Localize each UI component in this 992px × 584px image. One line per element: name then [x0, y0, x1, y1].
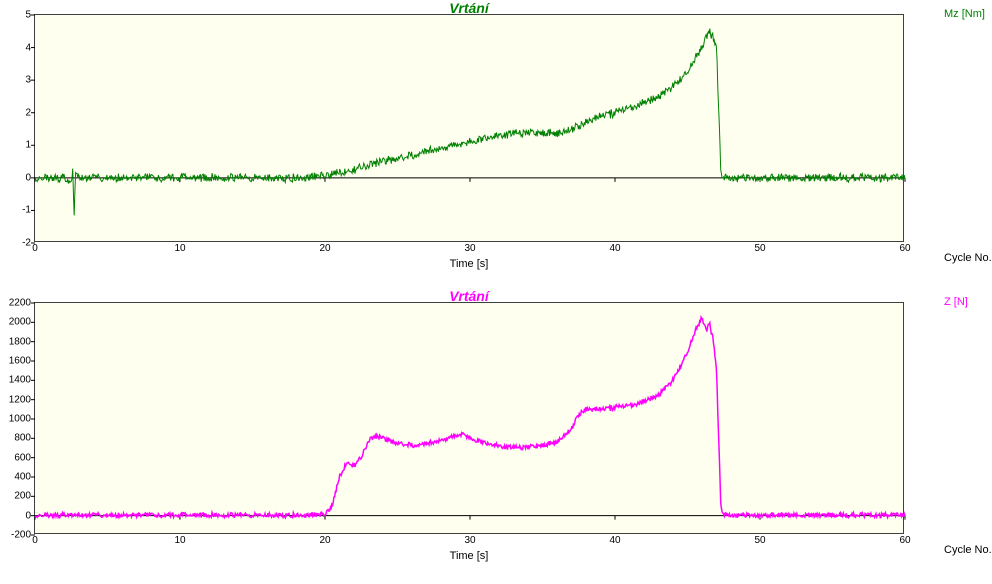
plot-area: -200020040060080010001200140016001800200… [34, 302, 904, 534]
chart-svg [35, 303, 905, 535]
x-axis-label: Time [s] [450, 258, 489, 270]
series-label: Mz [Nm] [944, 8, 985, 20]
data-line [35, 317, 905, 518]
chart-svg [35, 15, 905, 243]
chart-top: VrtáníMz [Nm]Cycle No.: 1-2-101234501020… [34, 14, 904, 242]
data-line [35, 29, 905, 216]
series-label: Z [N] [944, 296, 968, 308]
cycle-label: Cycle No.: 1 [944, 544, 992, 556]
cycle-label: Cycle No.: 1 [944, 252, 992, 264]
plot-area: -2-10123450102030405060 [34, 14, 904, 242]
x-axis-label: Time [s] [450, 550, 489, 562]
chart-bottom: VrtáníZ [N]Cycle No.: 1-2000200400600800… [34, 302, 904, 534]
